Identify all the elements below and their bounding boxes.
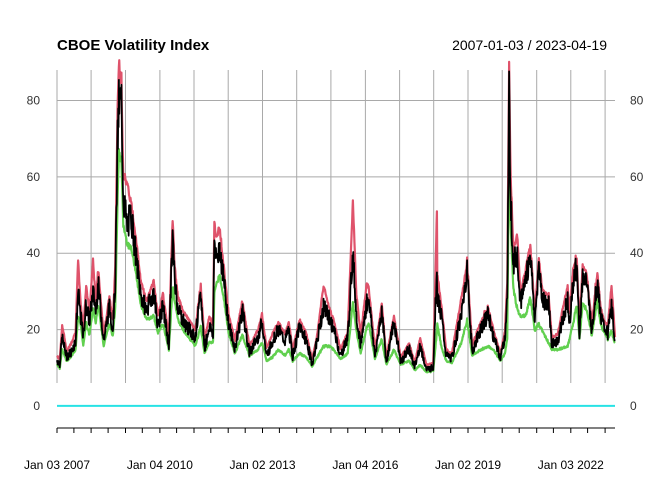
y-tick-label-right: 20 (630, 323, 644, 337)
y-tick-label-left: 60 (27, 170, 41, 184)
series-high-line (56, 59, 617, 367)
y-tick-label-left: 80 (27, 94, 41, 108)
x-tick-label: Jan 02 2019 (435, 458, 501, 472)
y-tick-label-right: 0 (630, 399, 637, 413)
y-tick-label-left: 20 (27, 323, 41, 337)
chart-title: CBOE Volatility Index (57, 37, 210, 54)
y-tick-label-right: 60 (630, 170, 644, 184)
date-range-label: 2007-01-03 / 2023-04-19 (452, 37, 607, 53)
y-tick-label-right: 80 (630, 94, 644, 108)
x-tick-label: Jan 03 2022 (538, 458, 604, 472)
x-tick-label: Jan 04 2010 (127, 458, 193, 472)
series-layer (55, 59, 617, 407)
y-tick-label-left: 40 (27, 246, 41, 260)
y-tick-label-left: 0 (33, 399, 40, 413)
series-close-line (56, 70, 616, 373)
x-tick-label: Jan 02 2013 (229, 458, 295, 472)
grid-lines (56, 70, 615, 407)
x-tick-label: Jan 04 2016 (332, 458, 398, 472)
series-low-line (55, 141, 616, 374)
x-tick-label: Jan 03 2007 (24, 458, 90, 472)
axes: 0 0 20 20 40 40 60 60 80 80 Jan 03 2007 Jan 04 2010… (24, 94, 644, 473)
y-tick-label-right: 40 (630, 246, 644, 260)
